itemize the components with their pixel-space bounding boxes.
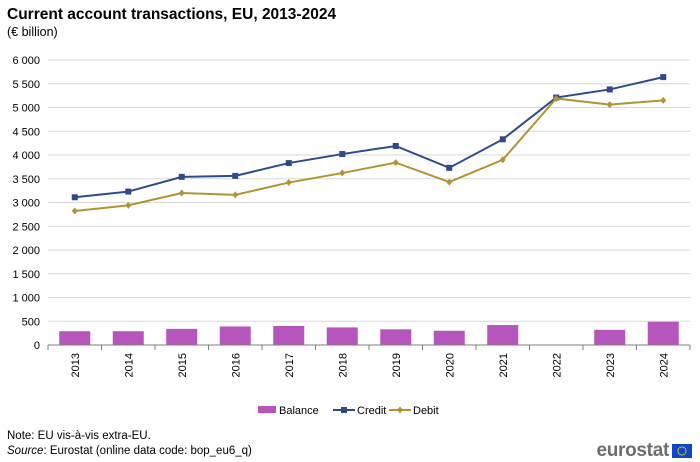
x-tick-label: 2021 — [498, 353, 510, 377]
bar-balance — [112, 331, 144, 345]
y-tick-label: 1 500 — [12, 269, 40, 281]
point-debit — [71, 207, 78, 215]
bar-balance — [326, 327, 358, 345]
point-credit — [606, 86, 613, 93]
point-debit — [178, 189, 185, 197]
y-tick-label: 2 500 — [12, 221, 40, 233]
legend-marker-credit — [341, 407, 347, 413]
y-tick-label: 3 000 — [12, 198, 40, 210]
logo-text: eurostat — [596, 440, 669, 461]
x-tick-label: 2014 — [123, 353, 135, 377]
y-tick-label: 5 000 — [12, 103, 40, 115]
point-credit — [499, 136, 506, 143]
legend-swatch-balance — [258, 406, 276, 413]
point-debit — [125, 201, 132, 209]
legend: Balance Credit Debit — [258, 405, 439, 417]
y-tick-label: 4 000 — [12, 150, 40, 162]
y-tick-label: 0 — [34, 340, 40, 352]
y-tick-label: 5 500 — [12, 79, 40, 91]
x-tick-label: 2016 — [230, 353, 242, 377]
line-debit — [74, 97, 664, 213]
point-debit — [606, 101, 613, 109]
line-credit — [74, 76, 664, 199]
line-series — [71, 74, 667, 215]
point-credit — [446, 164, 453, 171]
legend-label-debit: Debit — [413, 405, 439, 417]
x-tick-label: 2024 — [658, 353, 670, 377]
bar-balance — [647, 321, 679, 345]
bar-balance — [219, 326, 251, 345]
x-tick-label: 2015 — [177, 353, 189, 377]
y-tick-label: 4 500 — [12, 126, 40, 138]
note: Note: EU vis-à-vis extra-EU. — [7, 430, 151, 442]
eurostat-logo: eurostat — [596, 440, 692, 462]
chart-title: Current account transactions, EU, 2013-2… — [7, 6, 337, 23]
bar-balance — [380, 329, 412, 345]
point-debit — [339, 169, 346, 177]
source-text: : Eurostat (online data code: bop_eu6_q) — [43, 445, 252, 457]
point-debit — [446, 178, 453, 186]
y-tick-label: 2 000 — [12, 245, 40, 257]
point-credit — [660, 74, 667, 81]
bar-balance — [166, 328, 198, 345]
chart-subtitle: (€ billion) — [7, 25, 58, 39]
point-credit — [392, 142, 399, 149]
source-label: Source — [7, 445, 44, 457]
bar-balance — [487, 325, 519, 345]
y-tick-label: 3 500 — [12, 174, 40, 186]
y-tick-label: 6 000 — [12, 55, 40, 67]
point-credit — [178, 173, 185, 180]
y-tick-label: 500 — [22, 316, 40, 328]
point-debit — [499, 156, 506, 164]
y-tick-label: 1 000 — [12, 293, 40, 305]
x-tick-label: 2018 — [337, 353, 349, 377]
point-debit — [392, 159, 399, 167]
x-tick-label: 2013 — [70, 353, 82, 377]
x-tick-label: 2020 — [444, 353, 456, 377]
legend-label-balance: Balance — [279, 405, 319, 417]
point-credit — [232, 172, 239, 179]
x-tick-label: 2022 — [551, 353, 563, 377]
bar-balance — [59, 331, 91, 345]
x-tick-label: 2023 — [605, 353, 617, 377]
point-debit — [285, 179, 292, 187]
x-tick-label: 2017 — [284, 353, 296, 377]
point-credit — [71, 194, 78, 201]
balance-bars — [59, 321, 679, 346]
point-debit — [232, 191, 239, 199]
bar-balance — [273, 326, 305, 345]
point-credit — [125, 188, 132, 195]
legend-marker-debit — [397, 406, 403, 414]
point-debit — [553, 94, 560, 102]
bar-balance — [594, 329, 626, 345]
axes: 0 500 1 000 1 500 2 000 2 500 3 000 3 500 4 000 4… — [12, 55, 691, 377]
point-credit — [285, 160, 292, 167]
eu-flag-icon — [672, 444, 692, 458]
source: Source: Eurostat (online data code: bop_… — [7, 445, 252, 457]
bar-balance — [433, 330, 465, 345]
legend-label-credit: Credit — [357, 405, 386, 417]
point-credit — [339, 151, 346, 158]
grid-lines — [48, 59, 690, 322]
x-tick-label: 2019 — [391, 353, 403, 377]
chart: 0 500 1 000 1 500 2 000 2 500 3 000 3 500 4 000 4… — [12, 55, 691, 417]
point-debit — [660, 96, 667, 104]
